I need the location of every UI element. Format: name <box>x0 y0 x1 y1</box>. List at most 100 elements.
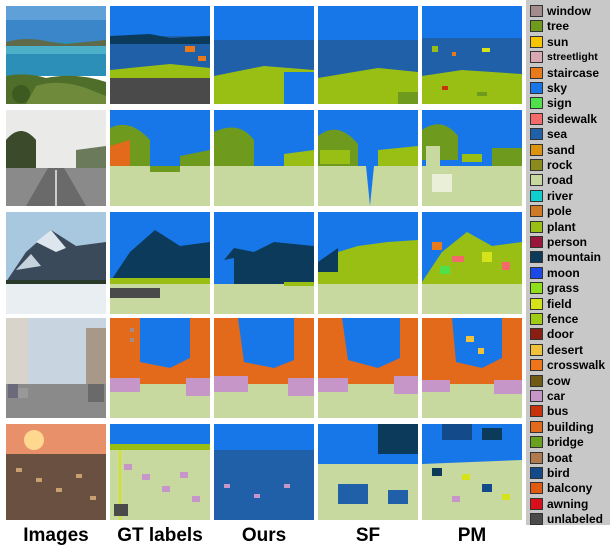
legend-label: sky <box>547 81 568 95</box>
legend-swatch <box>530 82 543 94</box>
legend-label: person <box>547 235 588 249</box>
row3-gt <box>110 212 210 314</box>
legend-label: tree <box>547 19 570 34</box>
legend-swatch <box>530 35 543 48</box>
legend-item-river: river <box>528 188 610 204</box>
legend-swatch <box>530 251 543 264</box>
row2-pm <box>422 110 522 206</box>
row2-image <box>6 110 106 206</box>
legend-swatch <box>530 497 543 510</box>
column-label-sf: SF <box>355 525 381 546</box>
legend-swatch <box>530 236 543 248</box>
legend-label: rock <box>547 158 573 172</box>
legend-item-field: field <box>528 296 610 312</box>
legend-swatch <box>530 66 543 79</box>
legend-item-unlabeled: unlabeled <box>528 511 610 527</box>
legend-label: bridge <box>547 435 584 450</box>
legend-swatch <box>530 297 543 310</box>
legend-swatch <box>530 405 543 418</box>
column-label-gt-labels: GT labels <box>117 525 203 546</box>
results-grid <box>6 6 522 520</box>
row1-pm <box>422 6 522 104</box>
row3-image <box>6 212 106 314</box>
legend-swatch <box>530 513 543 526</box>
legend-label: car <box>547 389 566 403</box>
legend-item-door: door <box>528 326 610 342</box>
column-label-ours: Ours <box>241 525 287 546</box>
legend-item-plant: plant <box>528 219 610 235</box>
legend-label: window <box>547 4 591 18</box>
legend-label: boat <box>547 450 573 465</box>
row1-gt <box>110 6 210 104</box>
legend-item-mountain: mountain <box>528 249 610 265</box>
legend-label: crosswalk <box>547 358 606 373</box>
legend-label: desert <box>547 342 584 357</box>
legend-label: sun <box>547 34 569 49</box>
legend-swatch <box>530 5 543 17</box>
legend-label: staircase <box>547 65 600 80</box>
legend-swatch <box>530 266 543 279</box>
column-label-images: Images <box>23 525 89 546</box>
legend-item-streetlight: streetlight <box>528 49 610 65</box>
legend-label: unlabeled <box>547 512 604 527</box>
legend-label: bird <box>547 466 570 480</box>
legend-swatch <box>530 282 543 295</box>
row3-sf <box>318 212 418 314</box>
legend-label: awning <box>547 496 589 511</box>
legend-item-sand: sand <box>528 142 610 158</box>
legend-swatch <box>530 328 543 341</box>
legend-item-sun: sun <box>528 34 610 50</box>
legend-label: sign <box>547 96 572 111</box>
legend-label: sidewalk <box>547 111 598 126</box>
row4-sf <box>318 318 418 418</box>
legend-label: road <box>547 173 574 188</box>
legend-swatch <box>530 20 543 33</box>
row4-pm <box>422 318 522 418</box>
legend-item-boat: boat <box>528 450 610 466</box>
legend-item-building: building <box>528 419 610 435</box>
legend-swatch <box>530 374 543 387</box>
legend-item-sea: sea <box>528 126 610 142</box>
row1-image <box>6 6 106 104</box>
row4-image <box>6 318 106 418</box>
legend-item-bridge: bridge <box>528 434 610 450</box>
row2-gt <box>110 110 210 206</box>
column-label-pm: PM <box>457 525 487 546</box>
row5-gt <box>110 424 210 520</box>
legend-item-sidewalk: sidewalk <box>528 111 610 127</box>
legend-item-fence: fence <box>528 311 610 327</box>
legend-swatch <box>530 420 543 433</box>
legend-label: bus <box>547 404 569 419</box>
legend-swatch <box>530 51 543 64</box>
legend-item-pole: pole <box>528 203 610 219</box>
legend-label: pole <box>547 204 572 219</box>
legend-label: plant <box>547 219 576 234</box>
legend-swatch <box>530 159 543 171</box>
row5-sf <box>318 424 418 520</box>
legend-swatch <box>530 220 543 233</box>
row4-gt <box>110 318 210 418</box>
legend-swatch <box>530 174 543 187</box>
legend-label: grass <box>547 281 580 296</box>
row2-ours <box>214 110 314 206</box>
legend-swatch <box>530 313 543 325</box>
legend-item-bus: bus <box>528 403 610 419</box>
legend-item-tree: tree <box>528 18 610 34</box>
legend-label: moon <box>547 265 580 280</box>
legend-swatch <box>530 436 543 449</box>
legend-swatch <box>530 390 543 402</box>
legend-label: building <box>547 419 594 434</box>
legend-item-crosswalk: crosswalk <box>528 357 610 373</box>
legend-item-staircase: staircase <box>528 65 610 81</box>
row1-ours <box>214 6 314 104</box>
row1-sf <box>318 6 418 104</box>
legend-swatch <box>530 359 543 372</box>
legend-swatch <box>530 189 543 202</box>
legend-item-person: person <box>528 234 610 250</box>
legend-item-window: window <box>528 3 610 19</box>
legend-swatch <box>530 343 543 356</box>
legend-item-awning: awning <box>528 496 610 512</box>
row2-sf <box>318 110 418 206</box>
legend-label: sand <box>547 142 576 157</box>
legend-item-desert: desert <box>528 342 610 358</box>
